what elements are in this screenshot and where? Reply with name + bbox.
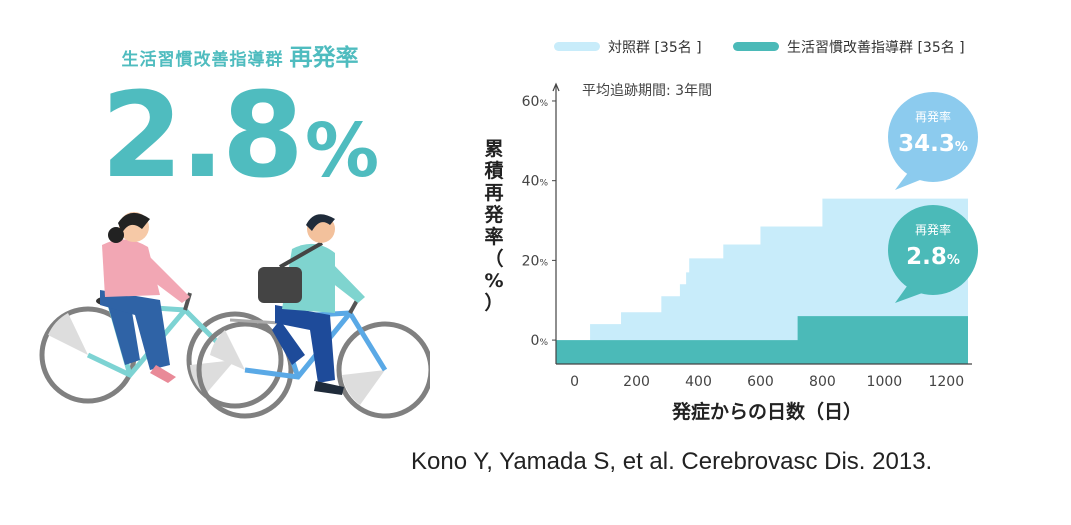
- rate-label: 再発率: [289, 45, 359, 71]
- y-axis-arrow: [552, 82, 560, 92]
- recurrence-chart: 対照群 [35名 ] 生活習慣改善指導群 [35名 ] 0% 20% 40% 60% 0 20…: [483, 39, 978, 423]
- y-tick-label: 20%: [522, 253, 549, 269]
- legend-label: 対照群 [35名 ]: [608, 40, 702, 56]
- result-subtitle: 生活習慣改善指導群 再発率: [0, 38, 480, 72]
- citation: Kono Y, Yamada S, et al. Cerebrovasc Dis…: [411, 448, 933, 475]
- x-tick-label: 400: [685, 374, 712, 390]
- big-rate-unit: %: [304, 108, 380, 194]
- y-tick-label: 0%: [531, 333, 549, 349]
- y-axis-label: 累積再発率（%）: [483, 138, 504, 314]
- x-tick-label: 1200: [928, 374, 964, 390]
- result-panel: 生活習慣改善指導群 再発率 2.8%: [0, 0, 480, 525]
- series-area: [556, 316, 968, 364]
- x-tick-label: 800: [809, 374, 836, 390]
- y-tick-label: 60%: [522, 94, 549, 110]
- x-tick-label: 200: [623, 374, 650, 390]
- x-tick-label: 1000: [867, 374, 903, 390]
- legend-swatch: [554, 42, 600, 51]
- big-rate-value: 2.8: [100, 66, 304, 204]
- x-axis-label: 発症からの日数（日）: [671, 400, 862, 423]
- callout-bubble: [888, 205, 978, 295]
- cyclist-woman: [39, 212, 284, 409]
- callout-value: 2.8%: [906, 244, 960, 270]
- cyclist-man: [196, 214, 430, 419]
- x-tick-label: 0: [570, 374, 579, 390]
- legend-label: 生活習慣改善指導群 [35名 ]: [787, 39, 965, 56]
- callout-label: 再発率: [915, 109, 951, 124]
- callout-label: 再発率: [915, 222, 951, 237]
- x-tick-label: 600: [747, 374, 774, 390]
- callout-value: 34.3%: [898, 131, 968, 157]
- cyclists-illustration: [39, 212, 430, 419]
- chart-annotation: 平均追跡期間: 3年間: [582, 83, 712, 99]
- legend-swatch: [733, 42, 779, 51]
- y-tick-label: 40%: [522, 174, 549, 190]
- callout-bubble: [888, 92, 978, 182]
- group-label: 生活習慣改善指導群: [121, 50, 284, 70]
- big-rate: 2.8%: [0, 66, 480, 204]
